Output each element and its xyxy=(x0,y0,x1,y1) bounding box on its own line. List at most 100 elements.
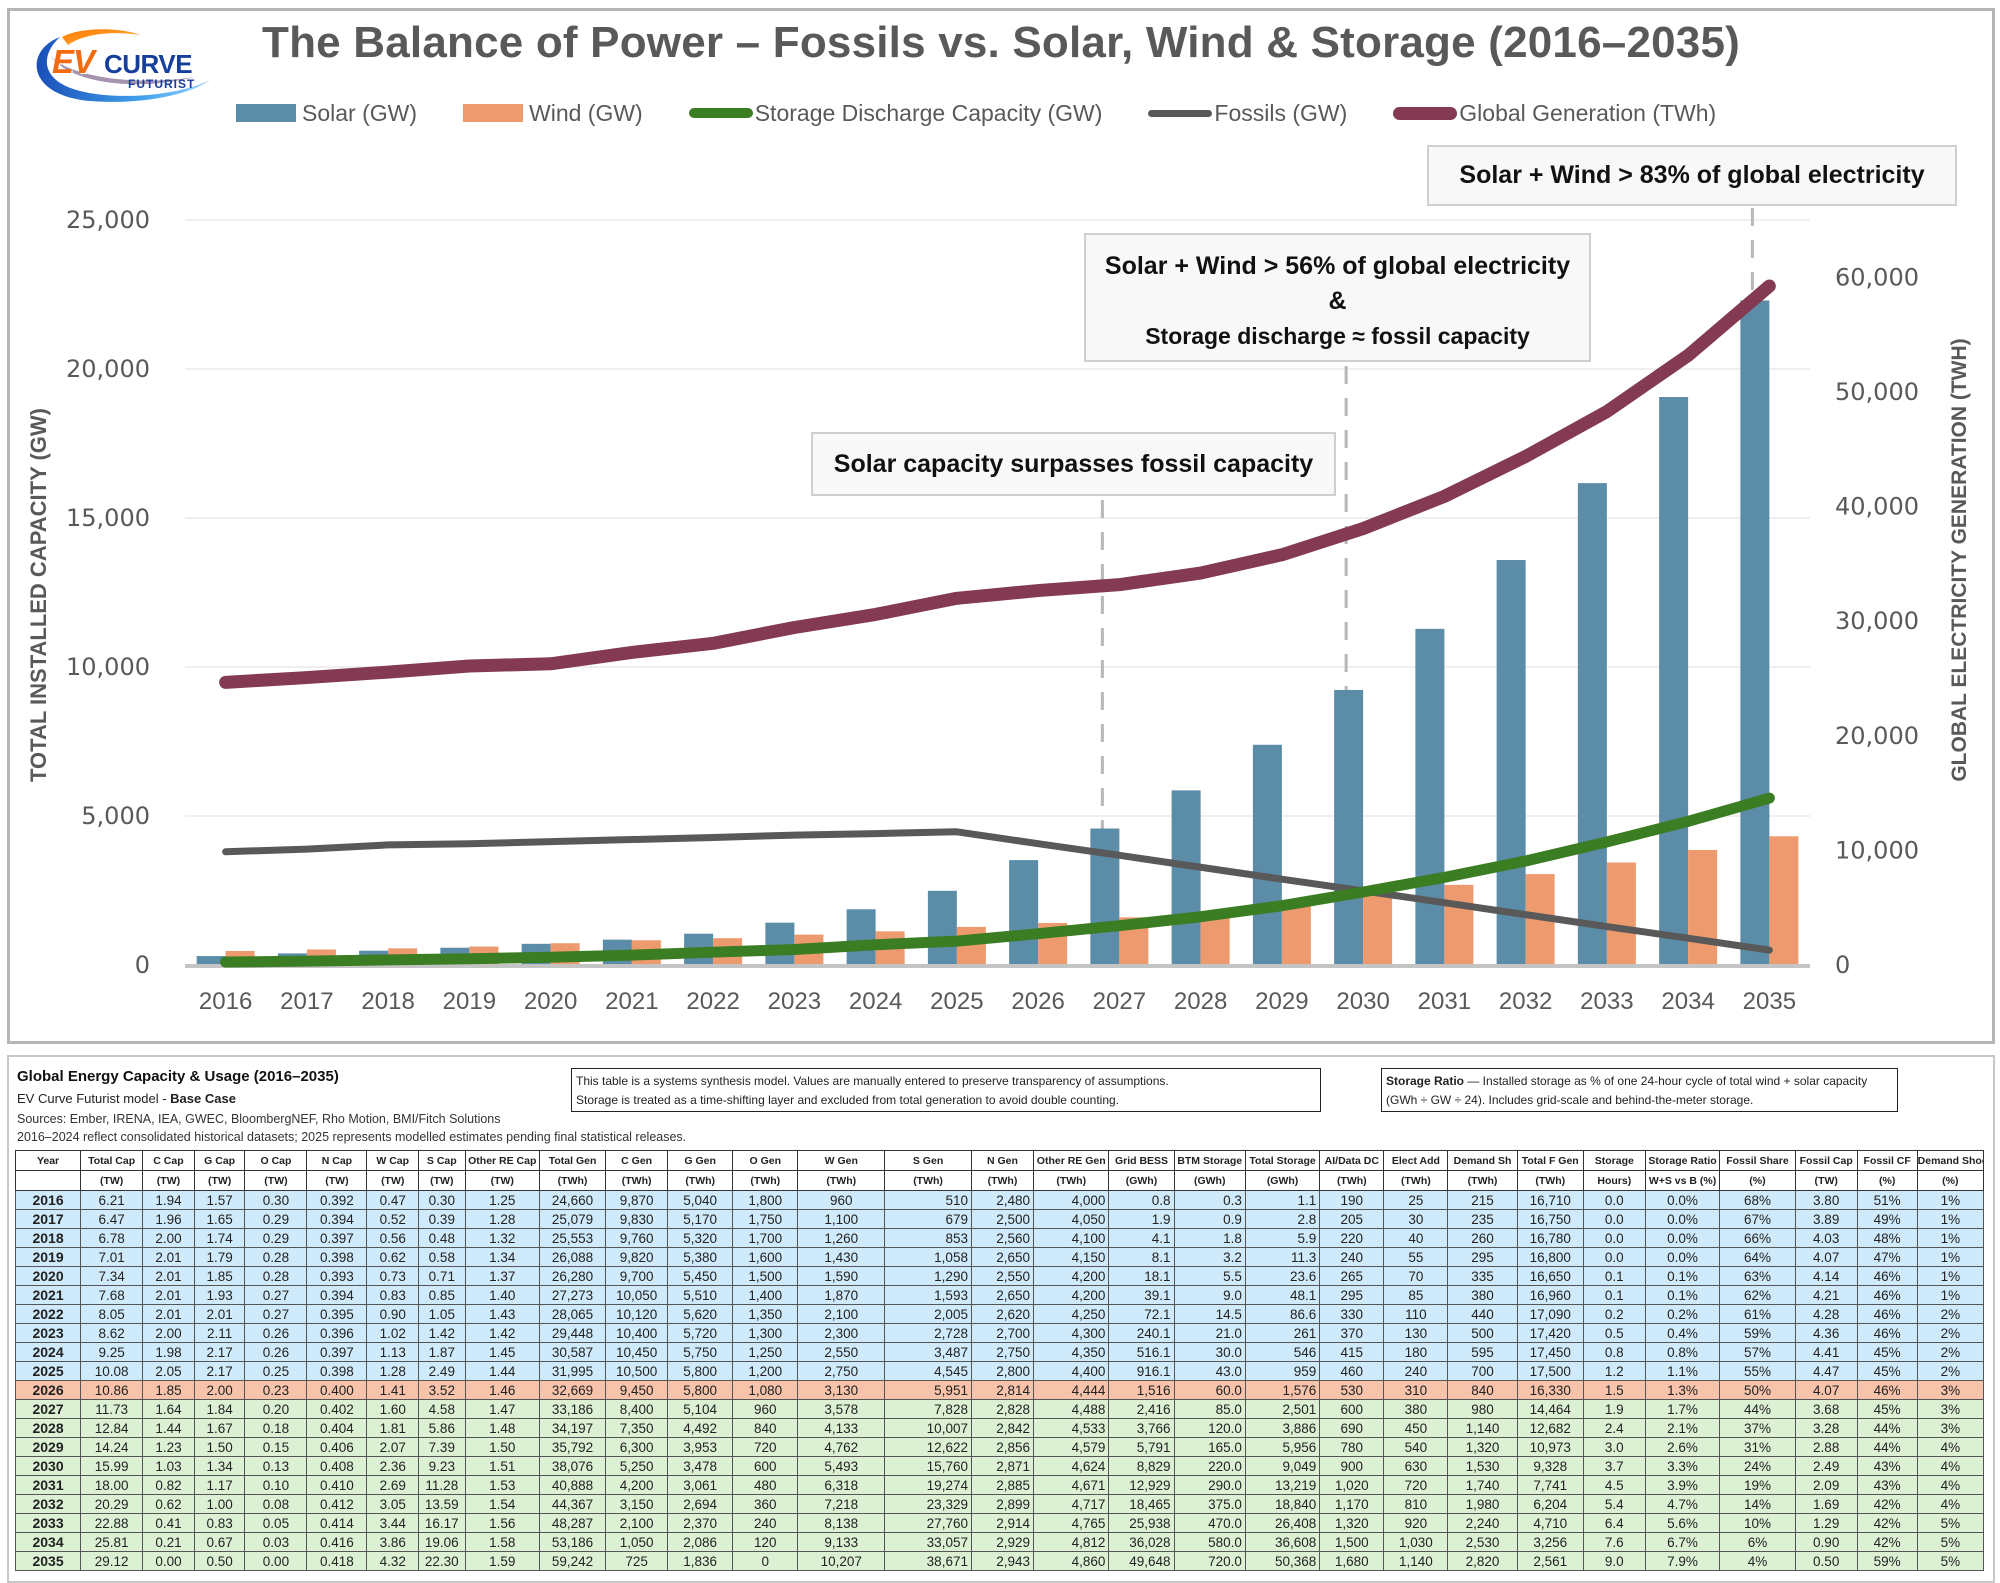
table-cell: 1.79 xyxy=(193,1247,246,1267)
column-header[interactable]: Total F Gen xyxy=(1516,1150,1584,1171)
annotation-56-percent: Solar + Wind > 56% of global electricity… xyxy=(1084,233,1591,362)
table-cell: 31,995 xyxy=(538,1361,607,1381)
legend-label-fossils: Fossils (GW) xyxy=(1214,99,1348,126)
table-cell: 0.418 xyxy=(306,1551,368,1571)
column-header[interactable]: O Gen xyxy=(732,1150,799,1171)
table-cell: 2,650 xyxy=(970,1247,1034,1267)
table-cell: 4,579 xyxy=(1032,1437,1110,1457)
solar-bar[interactable] xyxy=(765,922,795,965)
table-cell: 4,710 xyxy=(1516,1513,1584,1533)
column-header[interactable]: Storage Ratio xyxy=(1644,1150,1721,1171)
solar-bar[interactable] xyxy=(1171,790,1201,965)
table-cell: 2.05 xyxy=(142,1361,195,1381)
column-header[interactable]: N Gen xyxy=(970,1150,1034,1171)
wind-bar[interactable] xyxy=(1281,903,1311,965)
column-header[interactable]: Demand Shock xyxy=(1916,1150,1985,1171)
column-header[interactable]: G Gen xyxy=(667,1150,734,1171)
solar-bar[interactable] xyxy=(1334,689,1364,965)
solar-bar[interactable] xyxy=(1252,744,1282,965)
storage-line[interactable] xyxy=(220,792,1775,968)
table-cell: 4% xyxy=(1916,1437,1985,1457)
wind-bar[interactable] xyxy=(1688,849,1718,965)
solar-bar[interactable] xyxy=(1496,560,1526,965)
column-header[interactable]: Year xyxy=(14,1150,82,1171)
row-year: 2016 xyxy=(14,1190,82,1210)
legend-item-storage[interactable]: Storage Discharge Capacity (GW) xyxy=(688,100,1102,127)
wind-bar[interactable] xyxy=(1606,862,1636,965)
column-header[interactable]: O Cap xyxy=(244,1150,308,1171)
column-header[interactable]: Total Gen xyxy=(538,1150,607,1171)
column-header[interactable]: BTM Storage xyxy=(1173,1150,1246,1171)
table-cell: 2,856 xyxy=(970,1437,1034,1457)
table-cell: 9,049 xyxy=(1244,1456,1321,1476)
table-cell: 810 xyxy=(1383,1494,1449,1514)
table-cell: 240.1 xyxy=(1108,1323,1175,1343)
table-cell: 0.00 xyxy=(244,1551,308,1571)
table-cell: 0.2% xyxy=(1644,1304,1721,1324)
table-cell: 9,700 xyxy=(605,1266,669,1286)
table-cell: 86.6 xyxy=(1244,1304,1321,1324)
table-cell: 2% xyxy=(1916,1323,1985,1343)
table-cell: 4,624 xyxy=(1032,1456,1110,1476)
table-cell: 2,694 xyxy=(667,1494,734,1514)
table-cell: 2.17 xyxy=(193,1361,246,1381)
column-header[interactable]: Grid BESS xyxy=(1108,1150,1175,1171)
column-header[interactable]: Demand Sh xyxy=(1447,1150,1518,1171)
table-note: 2016–2024 reflect consolidated historica… xyxy=(17,1130,687,1144)
column-header[interactable]: G Cap xyxy=(193,1150,246,1171)
legend-item-solar[interactable]: Solar (GW) xyxy=(236,100,417,127)
column-header[interactable]: W Cap xyxy=(366,1150,420,1171)
wind-bar[interactable] xyxy=(1444,884,1474,965)
table-cell: 1% xyxy=(1916,1285,1985,1305)
column-unit: (TWh) xyxy=(732,1170,799,1191)
column-header[interactable]: Fossil Share xyxy=(1719,1150,1796,1171)
wind-bar[interactable] xyxy=(1363,894,1393,965)
solar-bar[interactable] xyxy=(846,909,876,965)
fossils-line[interactable] xyxy=(222,828,1773,954)
column-header[interactable]: C Gen xyxy=(605,1150,669,1171)
column-header[interactable]: Elect Add xyxy=(1383,1150,1449,1171)
table-cell: 1,836 xyxy=(667,1551,734,1571)
table-cell: 4,300 xyxy=(1032,1323,1110,1343)
column-header[interactable]: Fossil Cap xyxy=(1794,1150,1858,1171)
solar-bar[interactable] xyxy=(1009,860,1039,965)
table-cell: 310 xyxy=(1383,1380,1449,1400)
column-header[interactable]: Storage xyxy=(1582,1150,1646,1171)
table-cell: 1.46 xyxy=(464,1380,540,1400)
column-header[interactable]: S Cap xyxy=(418,1150,466,1171)
generation-line[interactable] xyxy=(219,279,1776,689)
table-cell: 45% xyxy=(1856,1399,1918,1419)
legend-item-generation[interactable]: Global Generation (TWh) xyxy=(1393,100,1716,127)
column-header[interactable]: Other RE Cap xyxy=(464,1150,540,1171)
solar-bar[interactable] xyxy=(1659,397,1689,966)
table-cell: 0.416 xyxy=(306,1532,368,1552)
column-header[interactable]: AI/Data DC xyxy=(1319,1150,1385,1171)
column-header[interactable]: C Cap xyxy=(142,1150,195,1171)
column-header[interactable]: Total Cap xyxy=(80,1150,144,1171)
column-header[interactable]: N Cap xyxy=(306,1150,368,1171)
legend-item-fossils[interactable]: Fossils (GW) xyxy=(1148,100,1347,127)
column-header[interactable]: Total Storage xyxy=(1244,1150,1321,1171)
table-row: 2024 9.25 1.98 2.17 0.26 0.397 1.13 1.87 1.45 30,… xyxy=(14,1342,1985,1362)
wind-bar[interactable] xyxy=(1769,836,1799,965)
solar-bar[interactable] xyxy=(196,956,226,965)
solar-bar[interactable] xyxy=(1740,300,1770,966)
table-cell: 2,800 xyxy=(970,1361,1034,1381)
table-sources: Sources: Ember, IRENA, IEA, GWEC, Bloomb… xyxy=(17,1112,501,1126)
solar-bar[interactable] xyxy=(927,890,957,965)
table-cell: 4.28 xyxy=(1794,1304,1858,1324)
column-header[interactable]: W Gen xyxy=(797,1150,886,1171)
table-cell: 2.4 xyxy=(1582,1418,1646,1438)
table-cell: 10,500 xyxy=(605,1361,669,1381)
methodology-note-line: Storage is treated as a time-shifting la… xyxy=(576,1093,1119,1107)
table-cell: 5,493 xyxy=(797,1456,886,1476)
column-header[interactable]: S Gen xyxy=(884,1150,972,1171)
solar-bar[interactable] xyxy=(1577,483,1607,965)
table-cell: 0.47 xyxy=(366,1190,420,1210)
legend-item-wind[interactable]: Wind (GW) xyxy=(463,100,643,127)
table-cell: 48.1 xyxy=(1244,1285,1321,1305)
column-header[interactable]: Other RE Gen xyxy=(1032,1150,1110,1171)
solar-bar[interactable] xyxy=(1415,628,1445,965)
table-cell: 0.406 xyxy=(306,1437,368,1457)
column-header[interactable]: Fossil CF xyxy=(1856,1150,1918,1171)
